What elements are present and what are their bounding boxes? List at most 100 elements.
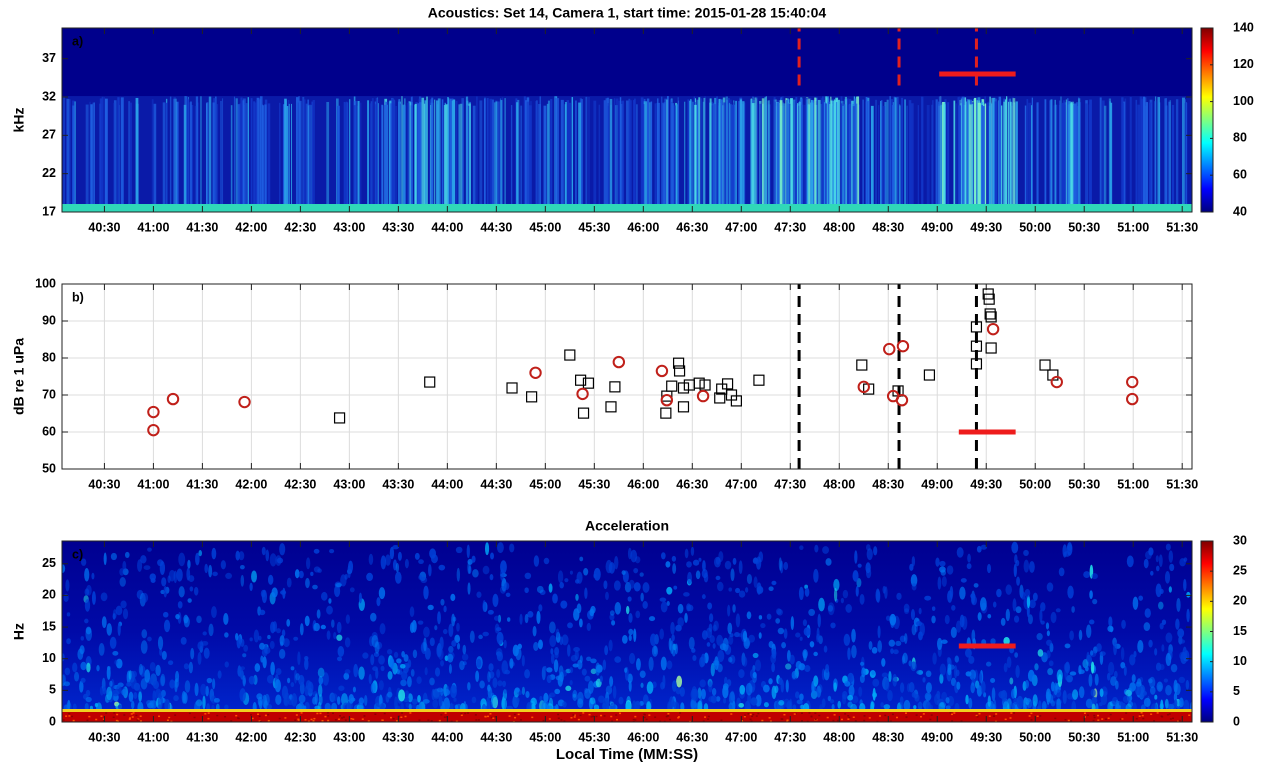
spectrogram-texture (1156, 712, 1159, 714)
spectrogram-texture (628, 99, 631, 212)
spectrogram-texture (756, 582, 762, 595)
spectrogram-texture (939, 673, 944, 684)
spectrogram-texture (173, 97, 176, 212)
x-tick-label: 50:30 (1068, 730, 1100, 744)
spectrogram-texture (966, 98, 969, 212)
spectrogram-texture (1159, 622, 1164, 630)
spectrogram-texture (337, 645, 345, 657)
spectrogram-texture (795, 632, 801, 638)
spectrogram-texture (1010, 712, 1013, 714)
spectrogram-texture (560, 719, 563, 721)
spectrogram-texture (330, 693, 338, 702)
spectrogram-texture (430, 99, 433, 212)
spectrogram-texture (298, 96, 300, 212)
spectrogram-texture (958, 96, 961, 212)
colorbar-tick-label: 140 (1233, 20, 1254, 34)
spectrogram-texture (1029, 561, 1035, 573)
scatter-point (526, 391, 538, 403)
spectrogram-texture (748, 634, 756, 643)
spectrogram-texture (115, 719, 118, 722)
spectrogram-texture (258, 700, 263, 710)
spectrogram-texture (941, 101, 945, 212)
spectrogram-texture (546, 675, 552, 684)
spectrogram-texture (783, 698, 790, 708)
spectrogram-texture (684, 101, 686, 212)
spectrogram-texture (861, 667, 866, 678)
spectrogram-texture (804, 587, 810, 597)
spectrogram-texture (735, 100, 737, 212)
spectrogram-texture (586, 622, 592, 632)
spectrogram-texture (1107, 625, 1114, 632)
spectrogram-texture (336, 634, 343, 641)
spectrogram-texture (435, 100, 439, 212)
spectrogram-texture (1039, 609, 1043, 623)
spectrogram-texture (1092, 598, 1098, 605)
x-tick-label: 48:30 (872, 220, 904, 234)
spectrogram-texture (1036, 102, 1039, 212)
scatter-point (970, 358, 983, 370)
spectrogram-texture (795, 660, 802, 670)
spectrogram-texture (471, 555, 476, 563)
spectrogram-texture (113, 712, 116, 714)
spectrogram-texture (422, 699, 430, 704)
scatter-point (970, 340, 983, 352)
spectrogram-texture (426, 96, 428, 212)
spectrogram-texture (939, 663, 947, 676)
x-tick-label: 51:30 (1166, 730, 1198, 744)
spectrogram-texture (147, 636, 152, 642)
spectrogram-texture (509, 658, 514, 669)
spectrogram-texture (589, 697, 596, 705)
scatter-point (721, 378, 734, 390)
spectrogram-texture (856, 96, 860, 212)
spectrogram-texture (1165, 543, 1171, 551)
x-tick-label: 42:00 (235, 730, 267, 744)
spectrogram-texture (387, 691, 393, 698)
spectrogram-texture (635, 658, 641, 671)
spectrogram-texture (752, 713, 755, 716)
spectrogram-texture (106, 623, 112, 636)
spectrogram-texture (709, 98, 712, 212)
scatter-point (896, 339, 910, 353)
spectrogram-texture (573, 646, 580, 652)
spectrogram-texture (732, 604, 736, 613)
spectrogram-texture (256, 693, 263, 700)
scatter-point (677, 401, 690, 413)
spectrogram-texture (640, 592, 644, 602)
spectrogram-texture (427, 604, 434, 611)
spectrogram-texture (1122, 695, 1130, 703)
spectrogram-texture (150, 577, 156, 583)
spectrogram-texture (575, 593, 579, 601)
spectrogram-texture (360, 102, 362, 212)
spectrogram-texture (247, 97, 249, 212)
spectrogram-texture (438, 648, 444, 660)
spectrogram-texture (553, 659, 559, 673)
x-tick-label: 45:30 (578, 477, 610, 491)
x-tick-label: 48:30 (872, 730, 904, 744)
spectrogram-texture (627, 596, 632, 602)
spectrogram-texture (492, 717, 495, 719)
spectrogram-texture (367, 720, 370, 722)
spectrogram-texture (95, 718, 98, 721)
spectrogram-texture (835, 102, 838, 212)
spectrogram-texture (84, 567, 90, 582)
spectrogram-texture (1173, 679, 1178, 693)
spectrogram-texture (319, 712, 322, 715)
spectrogram-texture (877, 105, 880, 212)
spectrogram-texture (520, 105, 523, 212)
spectrogram-texture (322, 672, 329, 686)
spectrogram-texture (1121, 718, 1124, 720)
spectrogram-texture (913, 705, 917, 710)
spectrogram-texture (278, 717, 281, 720)
spectrogram-texture (852, 716, 855, 718)
spectrogram-texture (626, 100, 629, 212)
spectrogram-texture (1135, 718, 1138, 720)
x-tick-label: 48:00 (823, 730, 855, 744)
spectrogram-texture (523, 96, 526, 212)
spectrogram-texture (688, 636, 695, 650)
spectrogram-texture (565, 685, 572, 692)
spectrogram-texture (752, 558, 760, 565)
spectrogram-texture (212, 678, 216, 690)
x-tick-label: 43:30 (382, 730, 414, 744)
spectrogram-texture (840, 718, 843, 721)
spectrogram-texture (669, 718, 672, 721)
